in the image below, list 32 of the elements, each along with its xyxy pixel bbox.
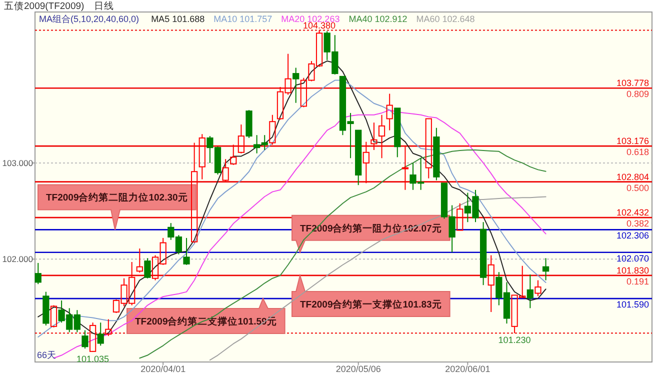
annotation: 0.500 [626, 182, 649, 193]
annotation: 101.035 [76, 354, 110, 364]
xtick: 2020/05/06 [336, 364, 381, 374]
ref-label: 103.176 [616, 136, 649, 146]
annotation: 0.382 [626, 218, 649, 229]
ref-label: 103.778 [616, 78, 649, 88]
ref-label: 102.432 [616, 208, 649, 218]
callout: TF2009合约第一支撑位101.83元 [292, 274, 450, 317]
xtick: 2020/04/01 [140, 364, 186, 374]
subtitle: 日线 [94, 1, 114, 12]
annotation: TF2009合约第一支撑位101.83元 [300, 298, 442, 310]
annotation: 101.230 [498, 335, 531, 346]
ytick: 103.000 [2, 158, 33, 168]
title: 五债2009(TF2009) [4, 1, 84, 12]
legend-item: MA60 102.648 [416, 14, 475, 24]
ref-label: 101.590 [616, 300, 649, 310]
legend-item: MA5 101.688 [151, 14, 205, 24]
ref-label: 102.306 [616, 230, 649, 241]
legend-title: MA组合(5,10,20,40,60,0) [39, 14, 140, 24]
ytick: 102.000 [2, 254, 33, 264]
annotation: 0.618 [626, 147, 649, 158]
annotation: 0.191 [626, 276, 649, 286]
ref-label: 102.804 [616, 172, 649, 182]
callout: TF2009合约第二阻力位102.30元 [38, 184, 196, 230]
annotation: TF2009合约第二阻力位102.30元 [46, 192, 188, 204]
annotation: 66天 [37, 350, 56, 360]
ref-label: 102.070 [616, 253, 649, 264]
legend-item: MA10 101.757 [214, 14, 272, 24]
annotation: 0.809 [626, 89, 649, 100]
ref-label: 101.830 [616, 265, 649, 276]
legend-item: MA40 102.912 [348, 14, 408, 24]
xtick: 2020/06/01 [445, 364, 490, 374]
